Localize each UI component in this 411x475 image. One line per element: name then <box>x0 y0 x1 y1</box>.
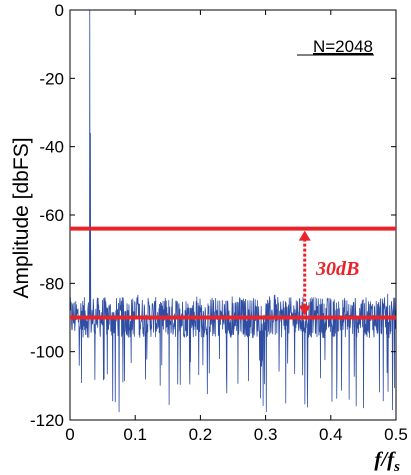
y-axis-label: Amplitude [dbFS] <box>10 137 33 298</box>
y-tick-label: -60 <box>39 206 64 225</box>
y-tick-label: -40 <box>39 138 64 157</box>
x-tick-label: 0.3 <box>254 425 278 444</box>
y-tick-label: -80 <box>39 274 64 293</box>
overlays <box>70 226 396 320</box>
x-tick-label: 0 <box>65 425 74 444</box>
y-tick-label: -100 <box>30 343 64 362</box>
x-tick-label: 0.4 <box>319 425 343 444</box>
x-tick-label: 0.5 <box>384 425 408 444</box>
gap-label: 30dB <box>315 258 359 280</box>
x-tick-label: 0.2 <box>189 425 213 444</box>
axis-ticks: 0 0.1 0.2 0.3 0.4 0.5 0 -20 -40 -60 -80 -100 -120 <box>30 1 408 444</box>
y-tick-label: -120 <box>30 411 64 430</box>
gap-arrow-head-bottom <box>298 305 311 316</box>
sample-count-label: N=2048 <box>313 37 373 56</box>
gap-arrow-head-top <box>298 230 311 241</box>
y-tick-label: -20 <box>39 69 64 88</box>
x-tick-label: 0.1 <box>123 425 147 444</box>
y-tick-label: 0 <box>55 1 64 20</box>
x-axis-label: f/fs <box>374 447 400 475</box>
spectrum-line <box>69 9 397 413</box>
plot-area <box>69 9 397 413</box>
